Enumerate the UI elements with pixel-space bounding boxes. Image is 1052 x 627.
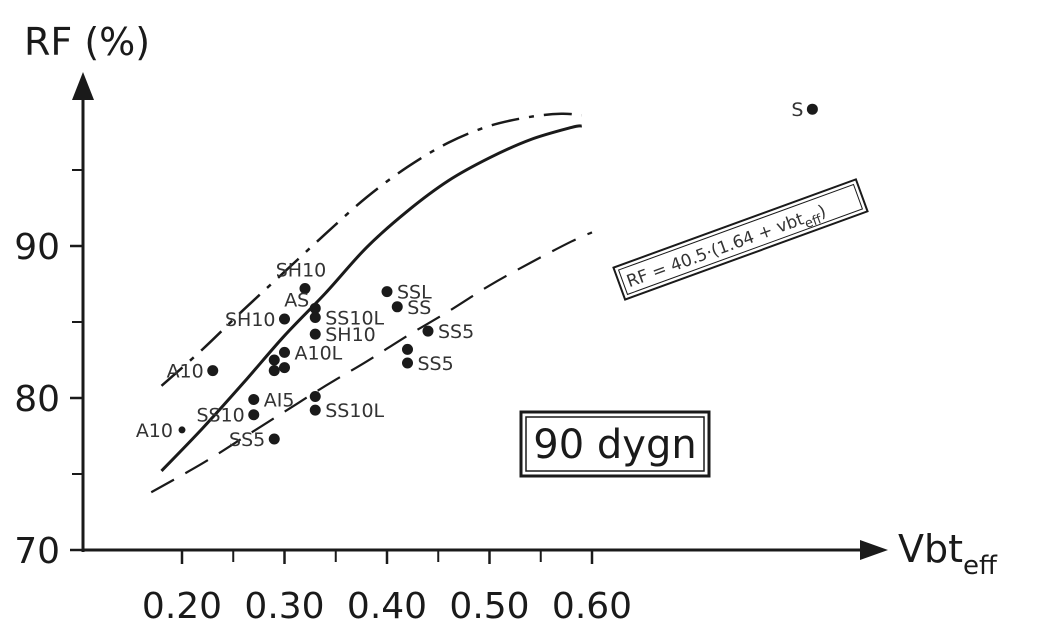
formula-text: RF = 40.5·(1.64 + vbteff) xyxy=(624,201,830,296)
x-axis-title-main: Vbt xyxy=(898,527,963,571)
formula-subscript: eff xyxy=(803,212,825,232)
point-label-20: SS5 xyxy=(438,321,474,343)
data-point-16 xyxy=(381,286,393,298)
formula-annotation: RF = 40.5·(1.64 + vbteff) xyxy=(612,178,869,301)
point-label-4: SS5 xyxy=(229,429,265,451)
point-label-3: SS10 xyxy=(196,405,244,427)
formula-frame xyxy=(612,178,869,301)
point-label-12: SS10L xyxy=(325,307,384,329)
y-tick-label-1: 80 xyxy=(14,379,60,420)
point-label-9: SH10 xyxy=(225,309,276,331)
data-point-2 xyxy=(248,394,260,406)
point-label-15: SS10L xyxy=(325,400,384,422)
data-point-8 xyxy=(279,362,290,374)
point-label-19: SS5 xyxy=(418,353,454,375)
axis-ticks: 0.20 0.30 0.40 0.50 0.60 70 80 90 xyxy=(14,169,632,627)
x-tick-label-2: 0.40 xyxy=(347,586,427,627)
period-label: 90 dygn xyxy=(533,422,696,468)
x-tick-label-4: 0.60 xyxy=(552,586,632,627)
formula-frame-inner xyxy=(617,183,864,296)
data-point-10 xyxy=(299,283,311,295)
y-tick-label-2: 90 xyxy=(14,227,60,268)
point-label-13: SH10 xyxy=(325,324,376,346)
data-point-13 xyxy=(309,328,321,340)
data-point-20 xyxy=(422,325,434,337)
x-axis-title: Vbteff xyxy=(898,527,998,581)
data-point-7 xyxy=(279,346,290,358)
data-point-15 xyxy=(309,404,321,416)
data-point-21 xyxy=(806,103,818,115)
point-label-10: SH10 xyxy=(276,260,327,282)
point-label-2: AI5 xyxy=(264,390,295,412)
period-box-inner xyxy=(525,416,705,472)
point-label-7: A10L xyxy=(295,342,343,364)
x-tick-label-0: 0.20 xyxy=(142,586,222,627)
curve-dashdot-1 xyxy=(160,112,582,387)
data-point-0 xyxy=(178,426,186,434)
data-point-6 xyxy=(268,365,280,377)
curve-group xyxy=(150,112,593,494)
point-label-0: A10 xyxy=(136,420,173,442)
data-point-18 xyxy=(402,343,413,355)
data-point-14 xyxy=(309,390,321,402)
period-box-outer xyxy=(519,410,711,478)
curve-dashed-2 xyxy=(150,231,593,494)
data-point-5 xyxy=(268,354,280,366)
period-annotation: 90 dygn xyxy=(519,410,711,478)
point-label-21: S xyxy=(791,99,803,121)
y-tick-label-0: 70 xyxy=(14,531,60,572)
data-point-12 xyxy=(309,311,321,323)
data-points: A10A10AI5SS10SS5A10LSH10SH10ASSS10LSH10S… xyxy=(136,99,818,451)
point-label-16: SSL xyxy=(397,282,432,304)
x-axis-title-subscript: eff xyxy=(963,551,998,581)
x-tick-label-1: 0.30 xyxy=(244,586,324,627)
data-point-11 xyxy=(309,302,321,314)
data-point-17 xyxy=(391,301,403,313)
data-point-9 xyxy=(279,313,290,325)
point-label-11: AS xyxy=(284,289,309,311)
y-axis-title: RF (%) xyxy=(24,20,150,64)
point-label-1: A10 xyxy=(167,361,204,383)
y-axis-arrow xyxy=(72,72,94,100)
formula-main: RF = 40.5·(1.64 + vbt xyxy=(624,209,807,292)
point-label-17: SS xyxy=(407,297,431,319)
data-point-4 xyxy=(268,433,280,445)
data-point-3 xyxy=(248,409,260,421)
curve-solid-0 xyxy=(160,124,582,473)
data-point-19 xyxy=(402,357,413,369)
x-tick-label-3: 0.50 xyxy=(449,586,529,627)
data-point-1 xyxy=(207,365,219,377)
x-axis-arrow xyxy=(860,540,888,560)
